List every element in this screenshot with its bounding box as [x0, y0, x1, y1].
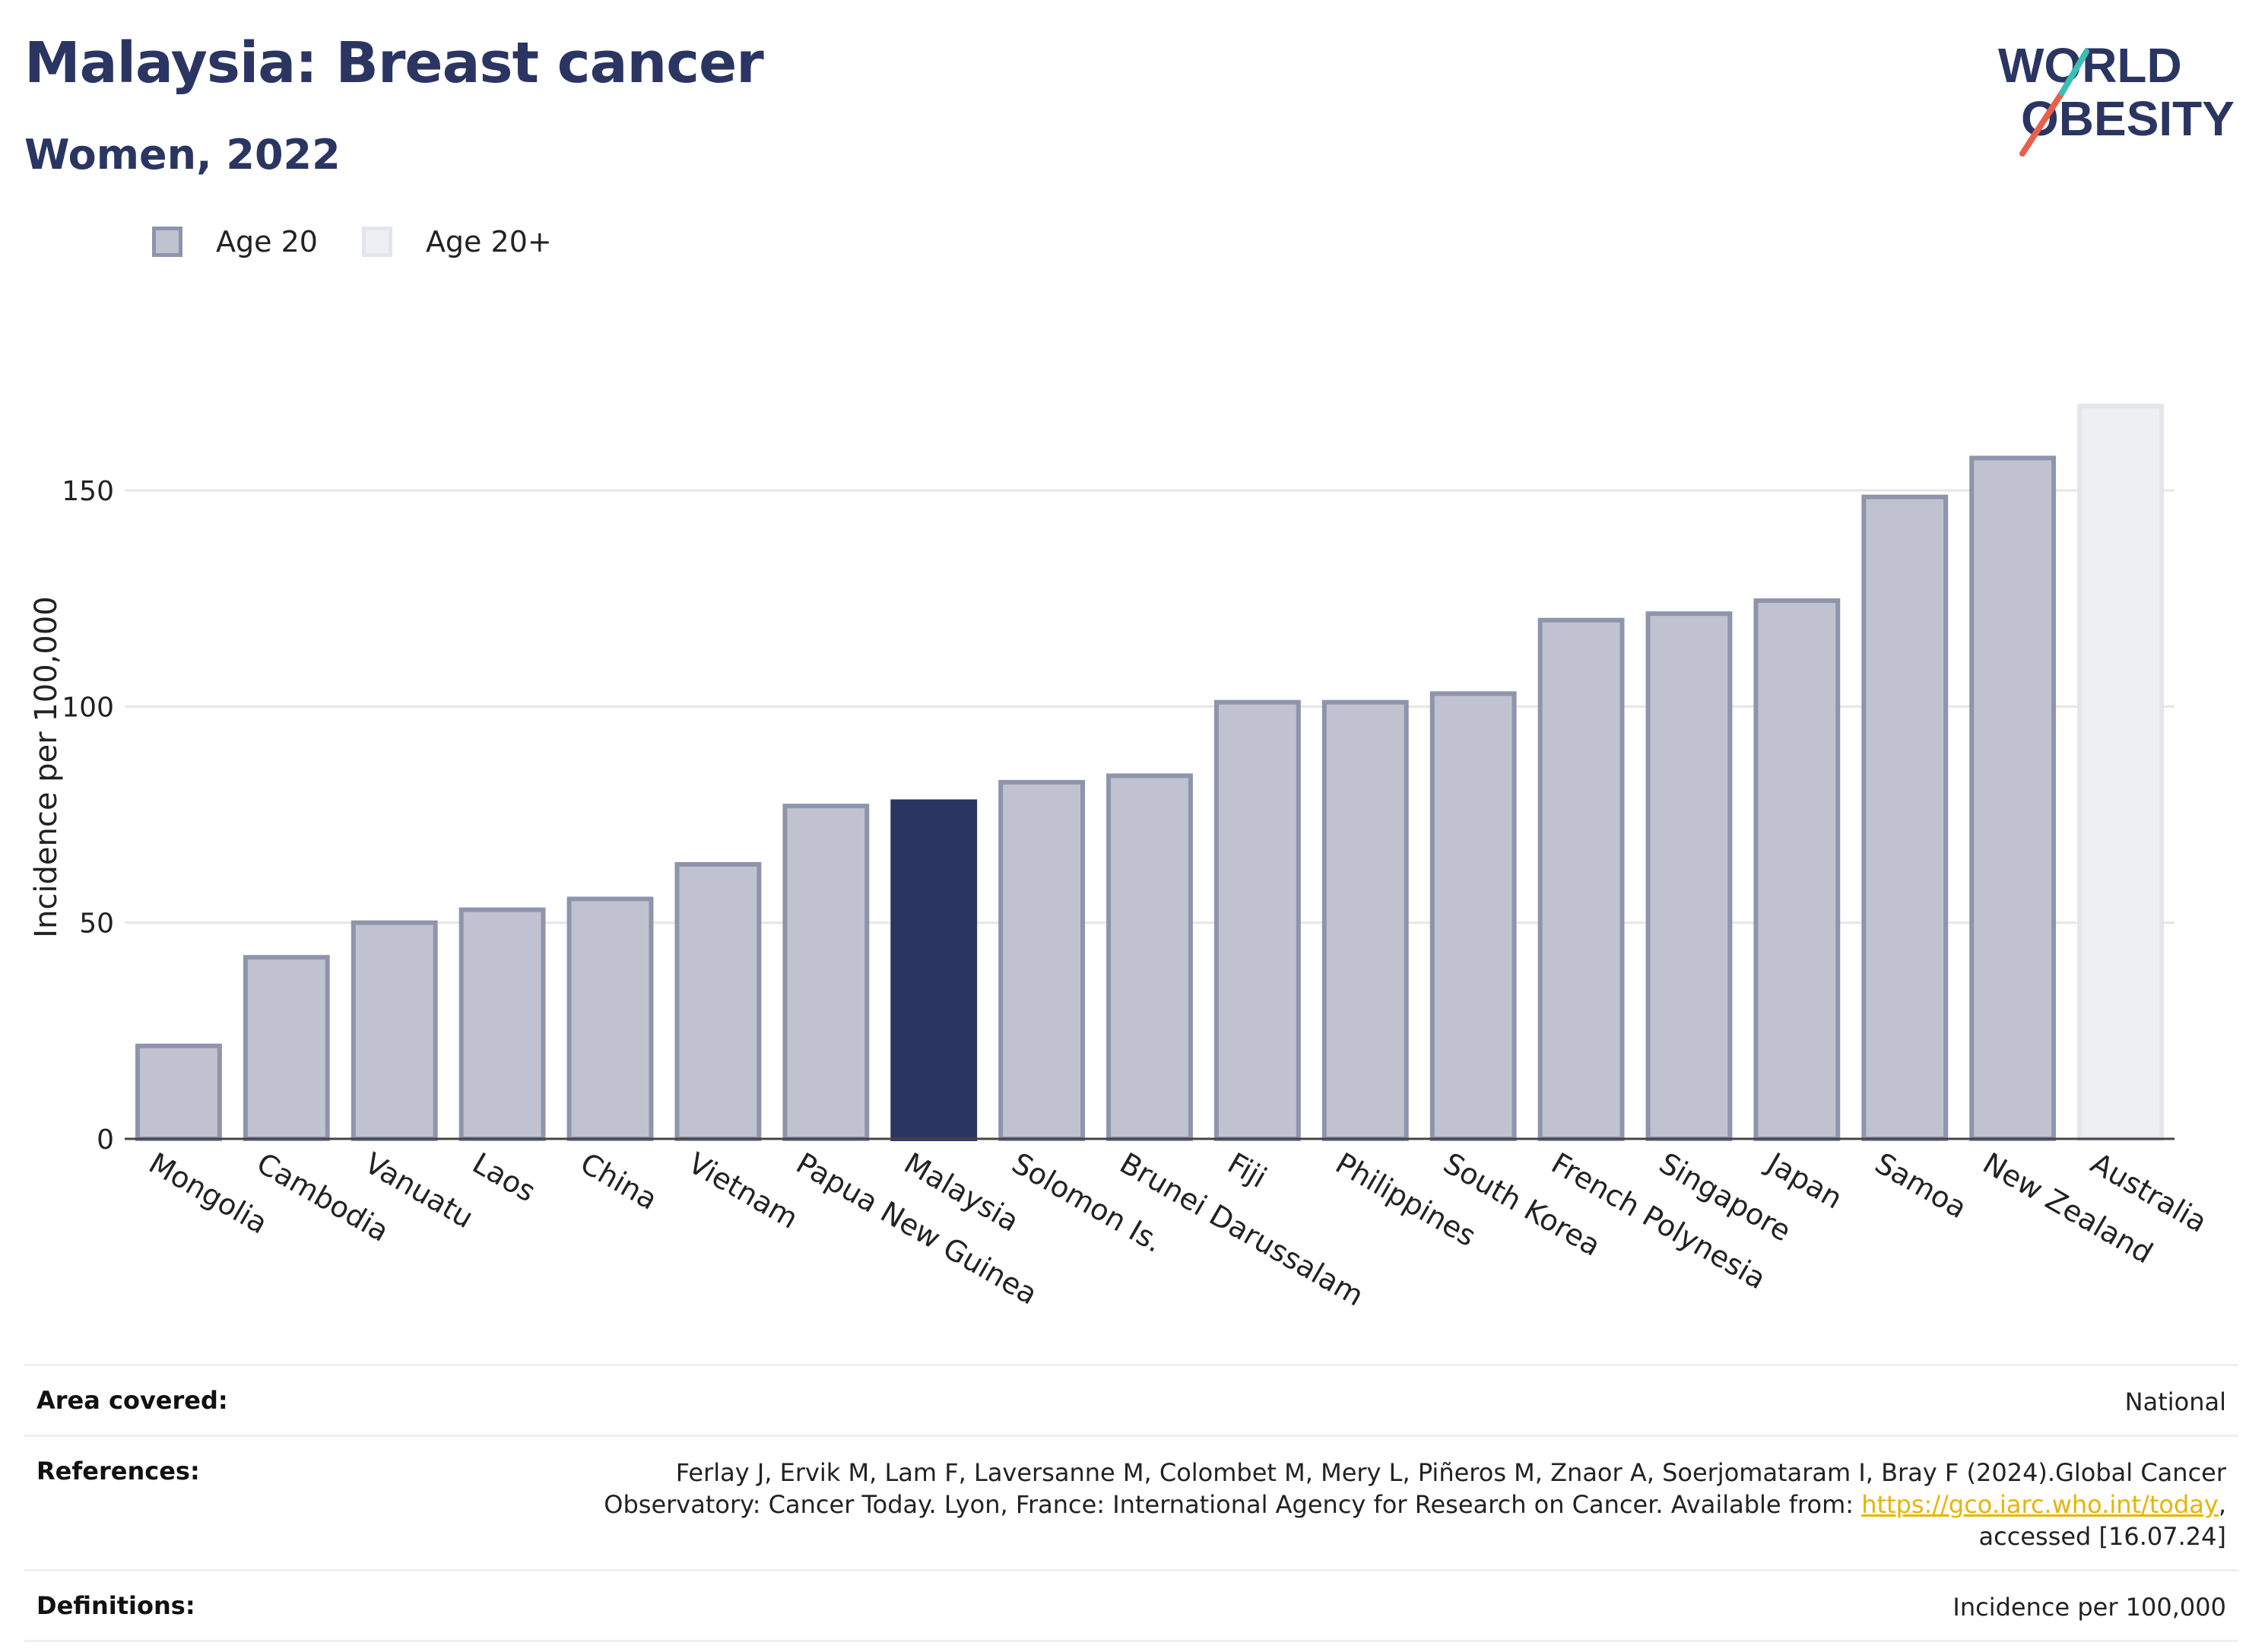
references-label: References:: [36, 1457, 200, 1486]
legend-swatch-age20: [152, 227, 182, 257]
footer-row-definitions: Definitions: Incidence per 100,000: [24, 1569, 2238, 1642]
bar: [135, 1043, 222, 1141]
logo-slash-red: [2019, 90, 2065, 157]
x-tick-label: Mongolia: [143, 1146, 273, 1241]
footer-row-area: Area covered: National: [24, 1364, 2238, 1435]
references-line3: accessed [16.07.24]: [1978, 1522, 2226, 1551]
legend-item-age20plus[interactable]: Age 20+: [361, 225, 552, 258]
bar: [1969, 455, 2057, 1141]
bar: [890, 799, 978, 1142]
bar: [458, 907, 546, 1141]
bar: [998, 779, 1086, 1141]
footer-row-references: References: Ferlay J, Ervik M, Lam F, La…: [24, 1435, 2238, 1569]
y-tick-label: 50: [79, 908, 114, 940]
definitions-label: Definitions:: [36, 1591, 195, 1620]
bar: [243, 955, 330, 1141]
bar: [1861, 494, 1949, 1141]
bar: [782, 804, 870, 1142]
y-tick-label: 150: [62, 476, 114, 507]
x-tick-label: Fiji: [1222, 1146, 1272, 1194]
bar: [1213, 699, 1301, 1141]
chart-footer: Area covered: National References: Ferla…: [24, 1364, 2238, 1642]
definitions-value: Incidence per 100,000: [1952, 1593, 2226, 1622]
bar: [674, 861, 762, 1141]
page-title: Malaysia: Breast cancer: [24, 30, 764, 96]
bar: [1753, 598, 1841, 1141]
bar: [566, 896, 654, 1142]
bar: [1537, 617, 1625, 1141]
x-tick-label: Vietnam: [683, 1146, 804, 1235]
page-subtitle: Women, 2022: [24, 131, 341, 179]
world-obesity-logo: WORLD OBESITY: [1998, 38, 2235, 157]
x-tick-label: Samoa: [1870, 1146, 1972, 1226]
logo-slash-teal: [2059, 49, 2089, 96]
references-value: Ferlay J, Ervik M, Lam F, Laversanne M, …: [604, 1457, 2226, 1552]
bar: [351, 920, 438, 1141]
area-label: Area covered:: [36, 1386, 228, 1415]
references-line2-prefix: Observatory: Cancer Today. Lyon, France:…: [604, 1490, 1862, 1519]
bar: [1321, 699, 1409, 1141]
bar: [1429, 691, 1517, 1141]
y-tick-label: 100: [62, 692, 114, 723]
x-tick-label: Laos: [467, 1146, 541, 1209]
references-line2-suffix: ,: [2218, 1490, 2226, 1519]
legend-label-age20: Age 20: [216, 225, 318, 258]
references-line2: Observatory: Cancer Today. Lyon, France:…: [604, 1489, 2226, 1520]
logo-line1: WORLD: [1998, 38, 2182, 93]
y-axis-label: Incidence per 100,000: [29, 596, 64, 938]
references-link[interactable]: https://gco.iarc.who.int/today: [1861, 1490, 2219, 1519]
legend-item-age20[interactable]: Age 20: [152, 225, 318, 258]
legend-label-age20plus: Age 20+: [425, 225, 552, 258]
legend-swatch-age20plus: [361, 227, 392, 257]
bar: [1645, 611, 1733, 1141]
x-tick-label: China: [575, 1146, 663, 1216]
chart-legend: Age 20 Age 20+: [152, 225, 596, 258]
y-tick-label: 0: [97, 1124, 114, 1156]
bar: [2077, 404, 2164, 1141]
area-value: National: [2124, 1387, 2226, 1416]
references-line1: Ferlay J, Ervik M, Lam F, Laversanne M, …: [675, 1458, 2226, 1487]
bar: [1106, 773, 1193, 1141]
